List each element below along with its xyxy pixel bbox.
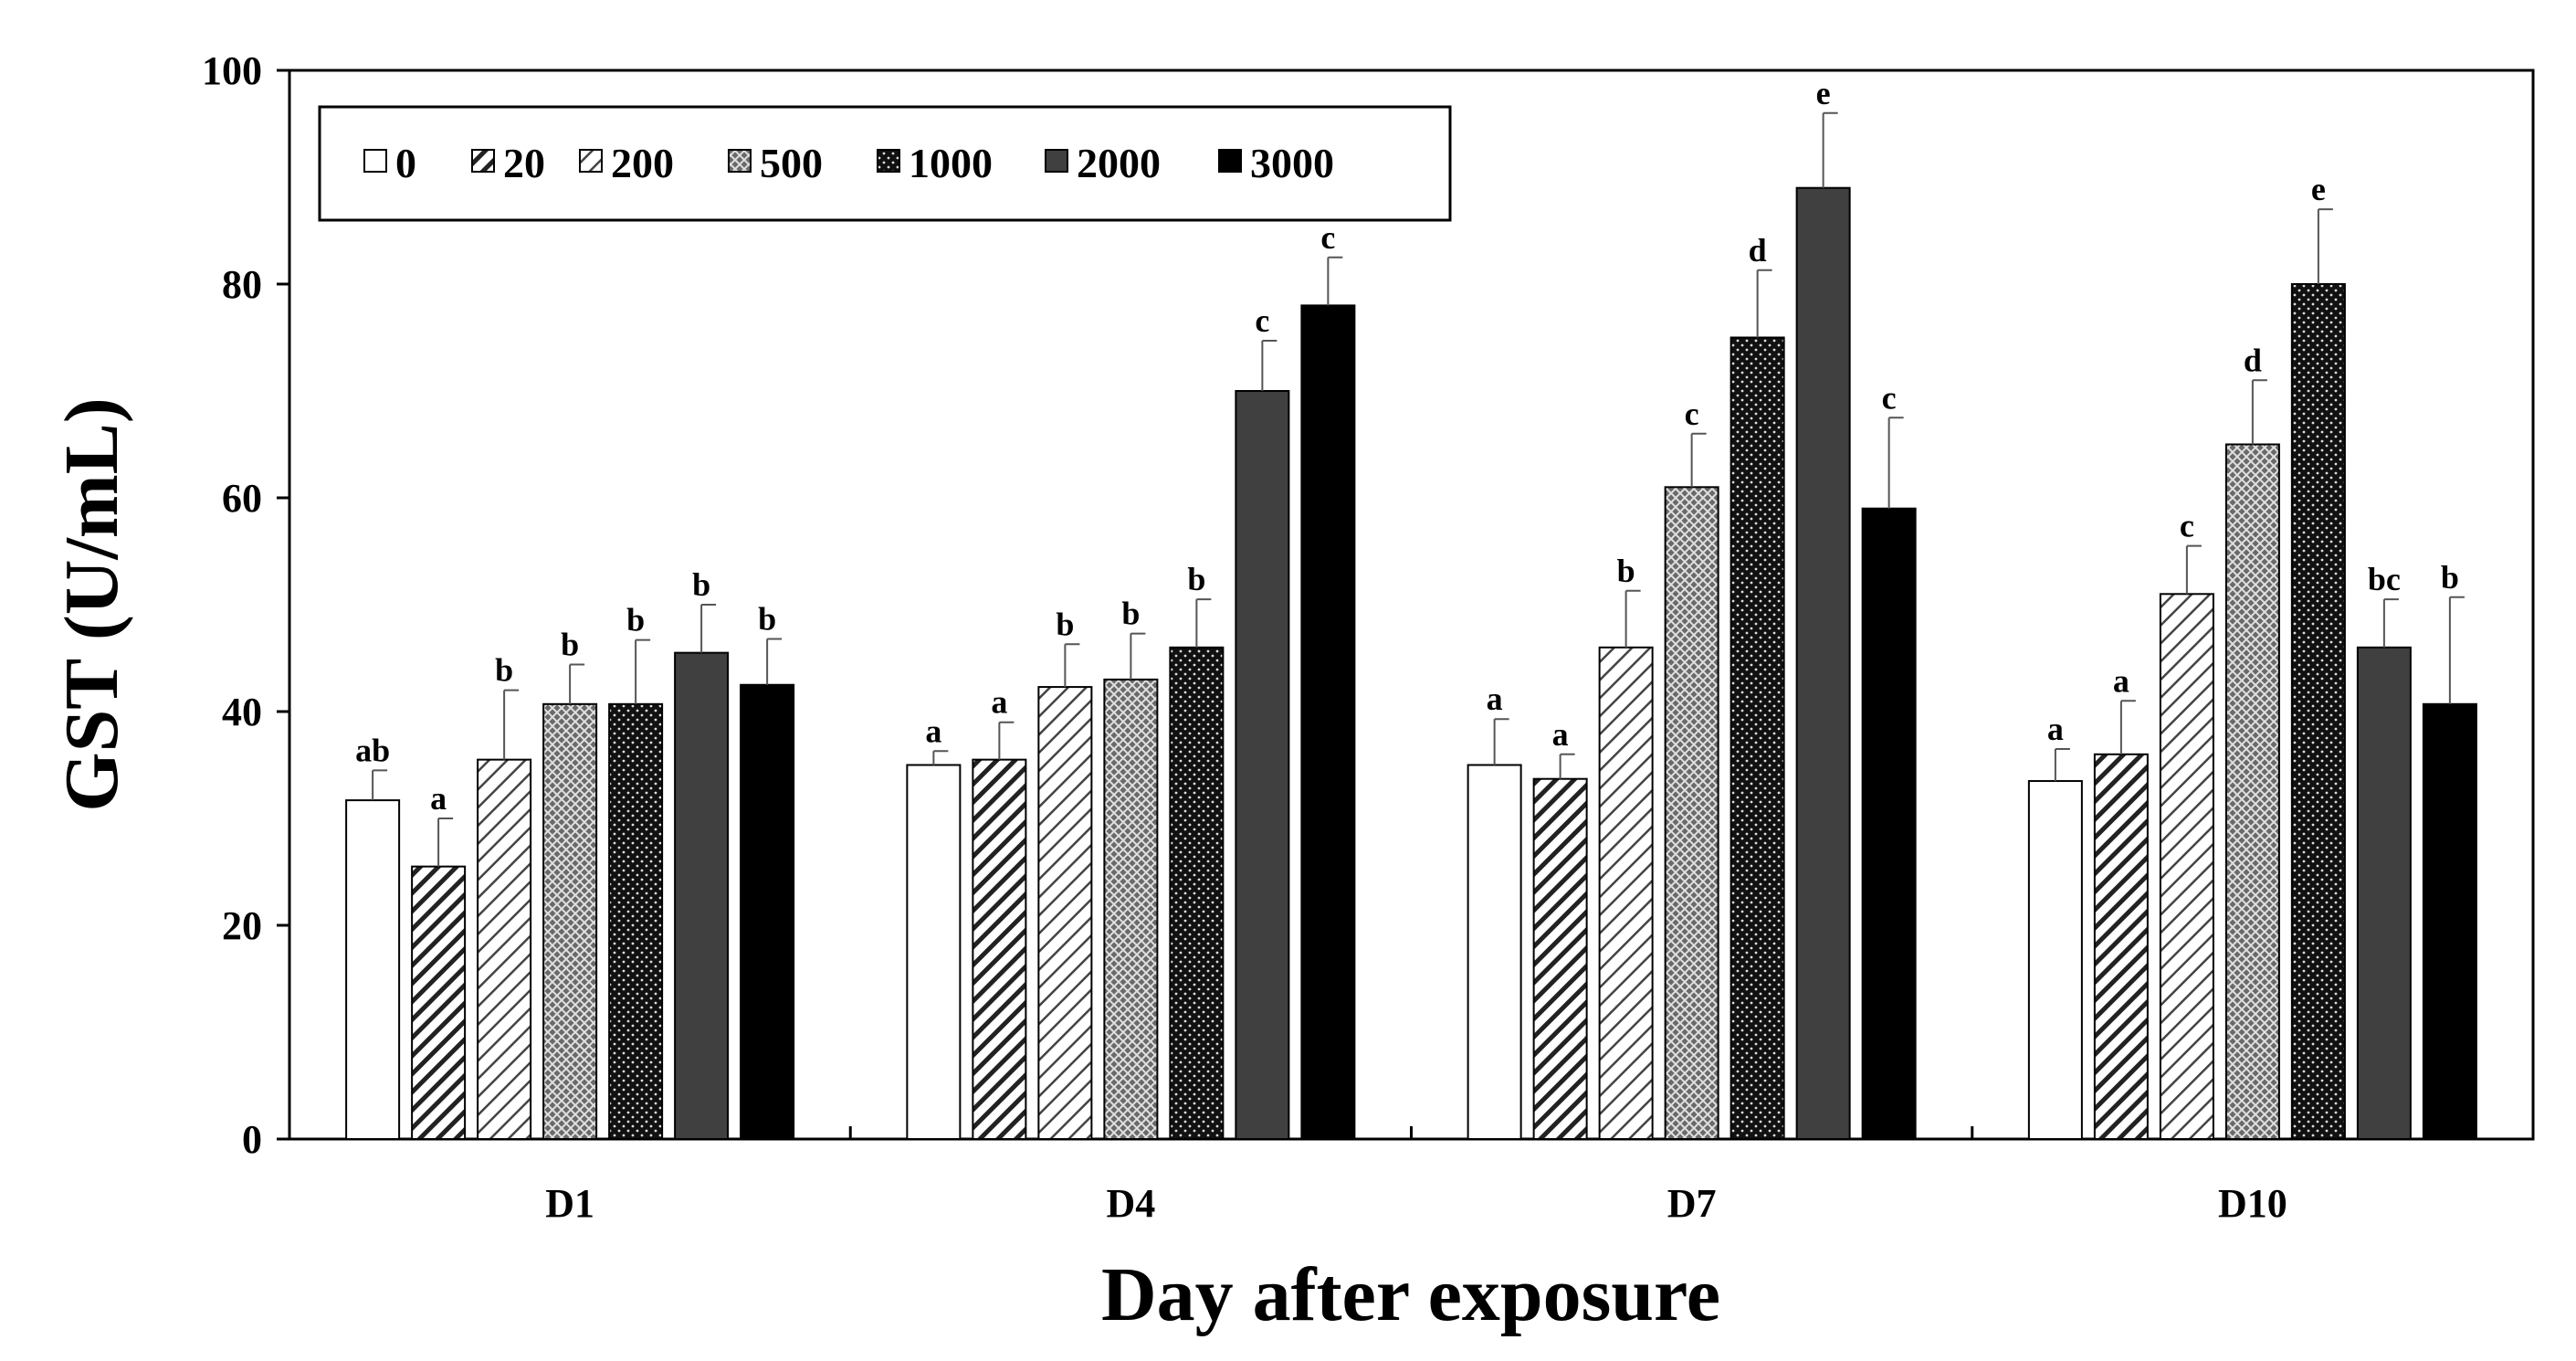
legend-label: 0 — [395, 140, 416, 186]
legend-label: 500 — [760, 140, 823, 186]
bar — [906, 764, 962, 1140]
significance-label: b — [495, 652, 513, 689]
x-tick-label: D7 — [1667, 1181, 1717, 1226]
bar — [542, 702, 598, 1140]
y-tick-label: 80 — [222, 262, 262, 307]
bar — [1730, 336, 1785, 1140]
significance-label: c — [2180, 508, 2194, 544]
significance-label: a — [925, 712, 941, 749]
bar — [1598, 646, 1654, 1140]
bar — [608, 702, 664, 1140]
legend-swatch — [363, 149, 387, 173]
y-axis-title: GST (U/mL) — [49, 397, 134, 812]
y-tick-label: 40 — [222, 690, 262, 734]
bar-marks — [345, 186, 2477, 1141]
significance-label: c — [1685, 396, 1699, 432]
bar — [2093, 753, 2149, 1140]
bar — [1467, 764, 1522, 1140]
significance-label: b — [758, 600, 776, 637]
bar — [1037, 686, 1093, 1141]
bar — [740, 683, 795, 1140]
legend: 0 20 200 500 1000 2000 3000 — [318, 105, 1452, 222]
significance-label: bc — [2368, 561, 2401, 597]
legend-swatch — [877, 149, 900, 173]
significance-label: b — [561, 627, 579, 663]
legend-swatch — [1218, 149, 1242, 173]
y-axis: 0 20 40 60 80 100 — [202, 48, 289, 1162]
significance-label: b — [1056, 606, 1074, 642]
x-tick-label: D10 — [2218, 1181, 2287, 1226]
legend-swatch — [471, 149, 495, 173]
bar — [1532, 777, 1588, 1141]
legend-swatch — [579, 149, 603, 173]
significance-label: a — [1487, 680, 1503, 717]
bar — [411, 865, 467, 1141]
significance-label: b — [692, 566, 710, 603]
bar — [345, 799, 401, 1140]
significance-label: b — [1121, 596, 1140, 632]
bar — [2422, 702, 2477, 1140]
y-tick-label: 60 — [222, 476, 262, 521]
bar — [1169, 646, 1225, 1140]
significance-label: a — [991, 684, 1007, 721]
legend-swatch — [728, 149, 752, 173]
legend-label: 200 — [611, 140, 674, 186]
x-tick-label: D1 — [545, 1181, 594, 1226]
bar — [1795, 186, 1851, 1141]
significance-label: b — [2441, 559, 2459, 596]
significance-label: a — [430, 780, 447, 817]
y-tick-label: 20 — [222, 903, 262, 948]
bar — [2027, 780, 2083, 1140]
bar — [2356, 646, 2412, 1140]
legend-label: 20 — [503, 140, 545, 186]
error-bars — [372, 111, 2465, 867]
legend-label: 2000 — [1077, 140, 1161, 186]
x-axis-title: Day after exposure — [1101, 1252, 1720, 1337]
y-tick-label: 100 — [202, 48, 262, 93]
bar — [1664, 486, 1719, 1140]
x-tick-label: D4 — [1106, 1181, 1155, 1226]
significance-label: e — [2311, 171, 2326, 207]
significance-label: d — [2244, 342, 2262, 378]
legend-label: 1000 — [909, 140, 993, 186]
bar — [2159, 593, 2214, 1140]
significance-label: c — [1320, 219, 1335, 256]
significance-label: c — [1255, 302, 1269, 339]
significance-label: ab — [355, 732, 390, 768]
bar — [2290, 283, 2346, 1140]
bar — [1103, 678, 1159, 1141]
significance-label: b — [1187, 561, 1205, 597]
significance-label: a — [1552, 716, 1569, 753]
significance-label: c — [1882, 379, 1897, 416]
y-tick-label: 0 — [242, 1117, 262, 1162]
bar — [1235, 390, 1290, 1140]
x-axis: D1 D4 D7 D10 — [545, 1126, 2287, 1226]
bar — [1861, 507, 1917, 1140]
legend-label: 3000 — [1250, 140, 1334, 186]
significance-label: a — [2113, 662, 2129, 699]
significance-label: a — [2047, 711, 2064, 747]
legend-swatch — [1045, 149, 1068, 173]
bar — [477, 758, 532, 1141]
bar — [972, 758, 1027, 1141]
significance-label: b — [626, 602, 645, 638]
bar — [1300, 304, 1356, 1140]
significance-label: e — [1816, 75, 1831, 111]
bar — [2224, 443, 2280, 1140]
significance-label: b — [1617, 553, 1635, 589]
significance-label: d — [1749, 232, 1767, 269]
bar — [674, 651, 730, 1140]
